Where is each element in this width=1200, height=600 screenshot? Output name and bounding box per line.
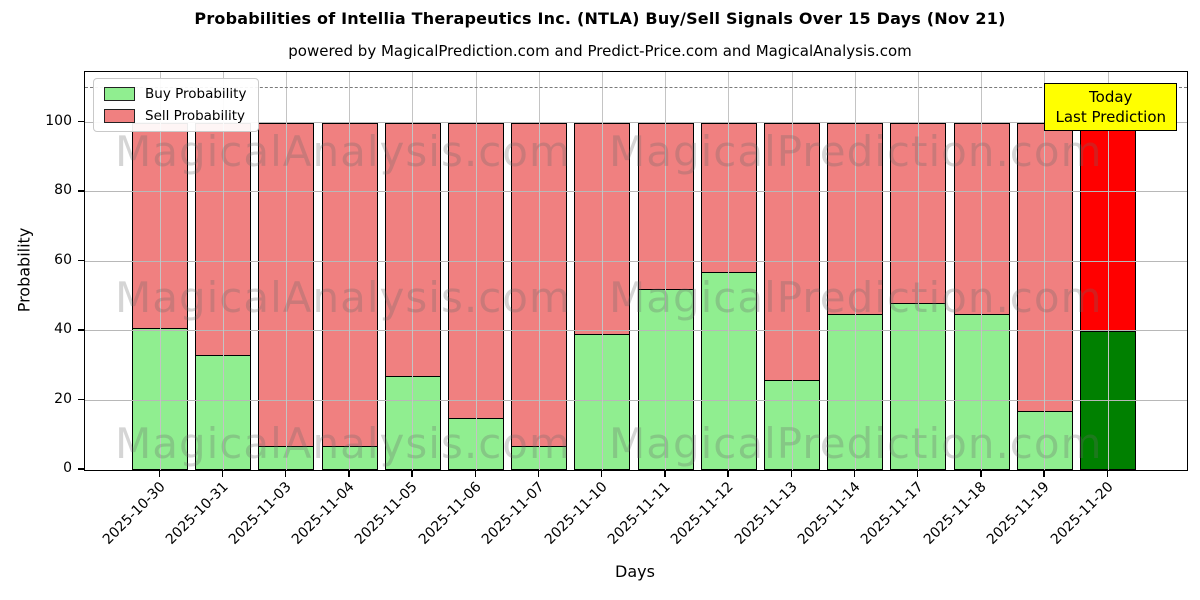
legend-buy-label: Buy Probability [145,86,247,102]
x-tick-mark-2025-11-04 [348,470,350,477]
gridline-x-2025-11-10 [601,72,603,470]
y-tick-mark-40 [78,329,84,331]
x-tick-label-2025-11-11: 2025-11-11 [605,479,674,548]
x-tick-label-2025-11-17: 2025-11-17 [857,479,927,548]
x-tick-mark-2025-11-18 [980,470,982,477]
gridline-x-2025-10-30 [159,72,161,470]
x-tick-mark-2025-11-19 [1043,470,1045,477]
today-annotation-line1: Today [1089,88,1133,106]
gridline-x-2025-11-17 [917,72,919,470]
y-axis-label: Probability [14,227,34,313]
dashed-threshold-line [85,86,1187,88]
buy-probability-swatch [104,87,135,101]
gridline-y-80 [85,191,1187,192]
x-tick-label-2025-11-12: 2025-11-12 [668,479,738,548]
y-tick-mark-20 [78,398,84,400]
y-tick-mark-100 [78,120,84,122]
x-tick-label-2025-11-19: 2025-11-19 [984,479,1054,548]
x-tick-mark-2025-10-30 [158,470,160,477]
gridline-x-2025-11-03 [285,72,287,470]
y-tick-label-60: 60 [54,251,72,268]
gridline-x-2025-11-13 [791,72,793,470]
x-tick-label-2025-11-20: 2025-11-20 [1047,479,1117,548]
x-tick-mark-2025-11-07 [537,470,540,477]
today-annotation: Today Last Prediction [1044,83,1177,131]
gridline-x-2025-11-20 [1107,72,1109,470]
x-tick-mark-2025-11-03 [284,470,287,477]
x-tick-mark-2025-11-12 [727,470,729,477]
x-tick-label-2025-11-10: 2025-11-10 [541,479,611,548]
gridline-y-20 [85,399,1187,401]
gridline-y-100 [85,121,1187,123]
x-tick-label-2025-11-07: 2025-11-07 [478,479,548,548]
gridline-x-2025-11-12 [728,72,730,470]
gridline-y-40 [85,330,1187,331]
x-tick-label-2025-10-31: 2025-10-31 [162,479,232,548]
gridline-x-2025-11-19 [1044,72,1046,470]
x-tick-label-2025-11-06: 2025-11-06 [415,479,485,548]
y-tick-mark-60 [78,259,84,261]
x-tick-label-2025-11-04: 2025-11-04 [289,479,358,548]
x-tick-mark-2025-11-05 [411,470,413,477]
x-axis-label: Days [615,562,655,581]
gridline-x-2025-11-07 [538,72,540,470]
x-tick-label-2025-11-18: 2025-11-18 [921,479,990,548]
chart-title: Probabilities of Intellia Therapeutics I… [194,9,1006,28]
x-tick-label-2025-11-05: 2025-11-05 [352,479,422,548]
gridline-x-2025-10-31 [222,72,224,470]
x-tick-label-2025-11-14: 2025-11-14 [794,479,864,548]
x-tick-label-2025-11-03: 2025-11-03 [225,479,295,548]
x-tick-mark-2025-11-13 [790,470,792,477]
x-tick-mark-2025-11-11 [664,470,666,477]
x-tick-mark-2025-11-06 [474,470,476,477]
y-tick-mark-0 [78,468,84,470]
x-tick-mark-2025-11-20 [1106,470,1108,477]
x-tick-mark-2025-11-14 [853,470,856,477]
x-tick-label-2025-10-30: 2025-10-30 [99,479,169,548]
y-tick-label-0: 0 [63,460,72,476]
gridline-x-2025-11-04 [349,72,351,470]
legend: Buy Probability Sell Probability [93,78,260,132]
sell-probability-swatch [104,109,135,123]
x-tick-mark-2025-10-31 [221,470,224,477]
gridline-x-2025-11-06 [475,72,477,470]
legend-sell-label: Sell Probability [145,108,246,124]
legend-entry-sell: Sell Probability [104,108,246,124]
legend-entry-buy: Buy Probability [104,86,246,102]
x-tick-mark-2025-11-17 [916,470,919,477]
gridline-x-2025-11-18 [981,72,983,470]
y-tick-label-100: 100 [45,112,72,129]
plot-area: Buy Probability Sell Probability Today L… [84,71,1188,471]
today-annotation-line2: Last Prediction [1055,108,1166,126]
gridline-y-60 [85,260,1187,262]
y-tick-label-20: 20 [54,390,72,407]
chart-subtitle: powered by MagicalPrediction.com and Pre… [288,42,912,60]
y-tick-label-80: 80 [54,182,72,198]
x-tick-label-2025-11-13: 2025-11-13 [731,479,801,548]
y-tick-label-40: 40 [54,321,72,337]
gridline-x-2025-11-05 [412,72,414,470]
gridline-x-2025-11-14 [854,72,856,470]
gridline-x-2025-11-11 [665,72,667,470]
y-tick-mark-80 [78,190,84,192]
x-tick-mark-2025-11-10 [600,470,603,477]
